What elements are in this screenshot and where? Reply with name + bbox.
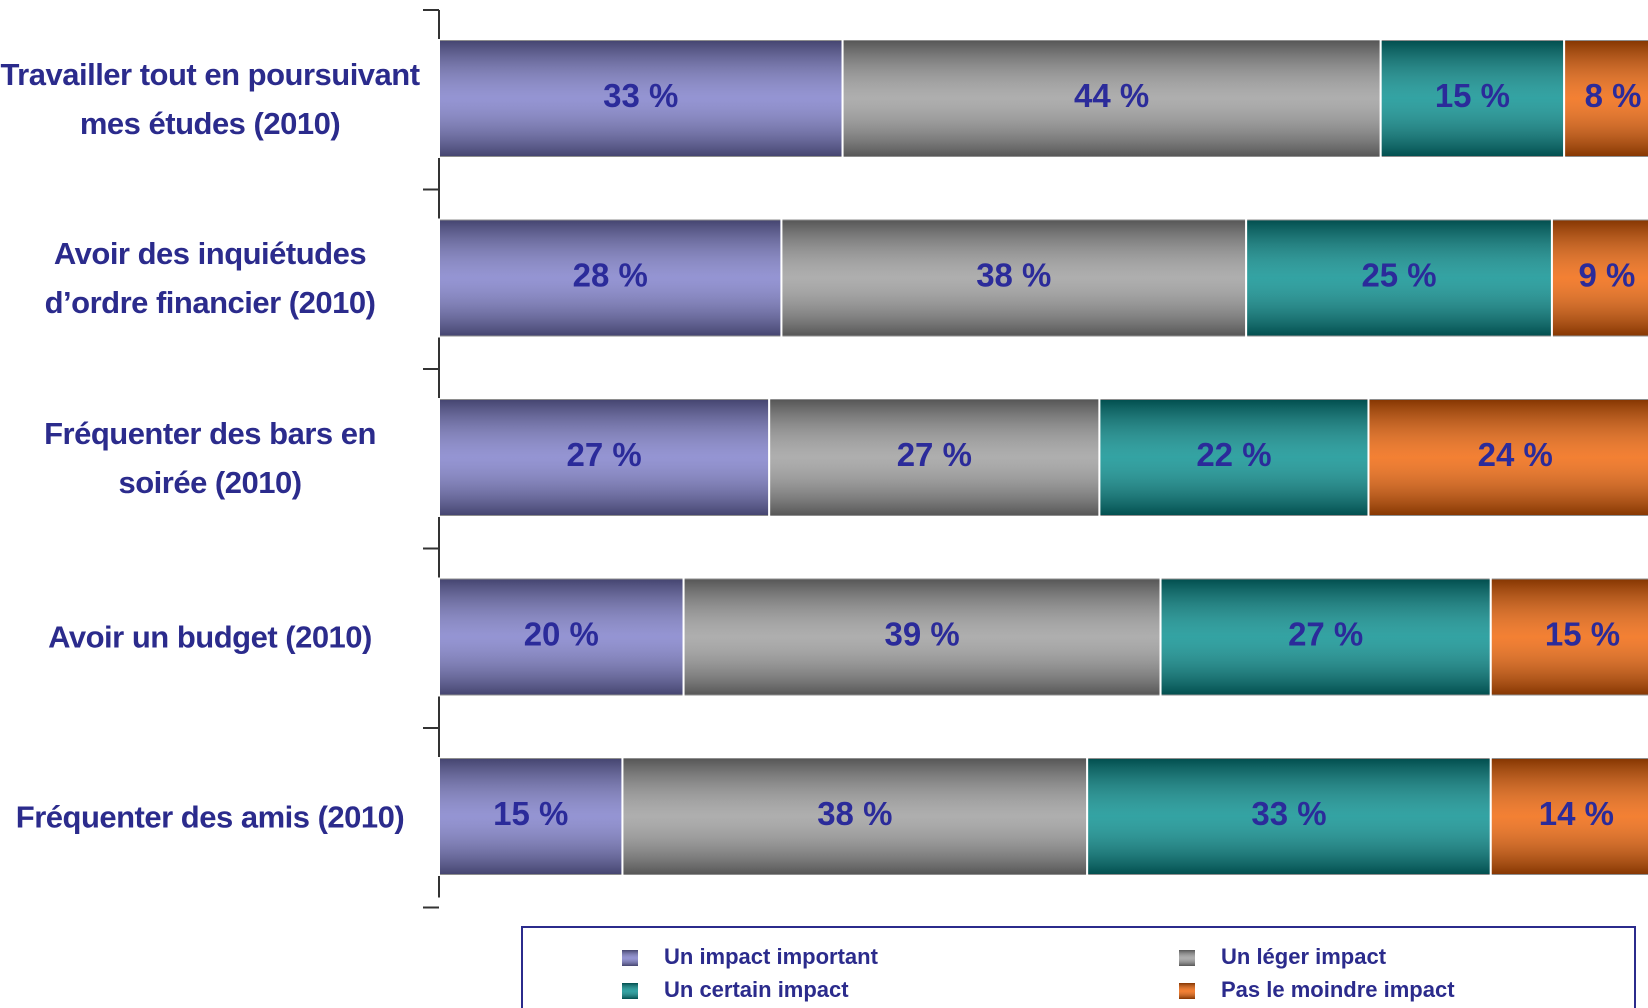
value-label: 38 % (817, 795, 892, 832)
value-label: 38 % (976, 257, 1051, 294)
value-label: 8 % (1585, 77, 1642, 114)
legend-label: Pas le moindre impact (1221, 977, 1455, 1002)
category-label: Fréquenter des amis (2010) (15, 799, 405, 834)
bar-shade (440, 40, 842, 157)
legend-swatch-shade (1179, 950, 1195, 966)
bar-shade (440, 578, 683, 696)
value-label: 33 % (1251, 795, 1326, 832)
bar-shade (623, 758, 1087, 875)
value-label: 44 % (1074, 77, 1149, 114)
value-label: 25 % (1361, 257, 1436, 294)
bar-shade (1491, 758, 1648, 875)
bar-shade (1088, 758, 1490, 875)
legend-swatch-shade (1179, 983, 1195, 999)
category-label: Avoir un budget (2010) (48, 619, 372, 655)
category-label: Travailler tout en poursuivant mes étude… (0, 56, 420, 141)
value-label: 27 % (566, 436, 641, 473)
value-label: 22 % (1196, 436, 1271, 473)
value-label: 9 % (1579, 257, 1636, 294)
bar-shade (1161, 578, 1490, 696)
category-label: Fréquenter des bars en soirée (2010) (44, 415, 376, 500)
bar-shade (440, 219, 781, 337)
legend-label: Un impact important (664, 944, 879, 969)
bar-shade (1100, 399, 1368, 516)
bar-shade (1381, 40, 1564, 157)
legend-label: Un certain impact (664, 977, 849, 1002)
value-label: 24 % (1478, 436, 1553, 473)
bar-shade (1491, 578, 1648, 696)
value-label: 15 % (1545, 616, 1620, 653)
value-label: 27 % (897, 436, 972, 473)
value-label: 27 % (1288, 616, 1363, 653)
value-label: 14 % (1539, 795, 1614, 832)
value-label: 39 % (884, 616, 959, 653)
bar-shade (782, 219, 1246, 337)
value-label: 20 % (524, 616, 599, 653)
bar-shade (1552, 219, 1648, 337)
legend-swatch-shade (622, 983, 638, 999)
category-label: Avoir des inquiétudes d’ordre financier … (44, 236, 376, 320)
bar-shade (843, 40, 1380, 157)
legend-swatch-shade (622, 950, 638, 966)
bar-shade (440, 758, 622, 875)
bar-shade (684, 578, 1160, 696)
bar-shade (770, 399, 1099, 516)
legend-box (521, 926, 1636, 1008)
bar-shade (1565, 40, 1648, 157)
value-label: 28 % (573, 257, 648, 294)
bar-shade (1247, 219, 1551, 337)
legend-label: Un léger impact (1221, 944, 1387, 969)
value-label: 15 % (1435, 77, 1510, 114)
bar-shade (440, 399, 769, 516)
bar-shade (1369, 399, 1648, 516)
value-label: 33 % (603, 77, 678, 114)
value-label: 15 % (493, 795, 568, 832)
